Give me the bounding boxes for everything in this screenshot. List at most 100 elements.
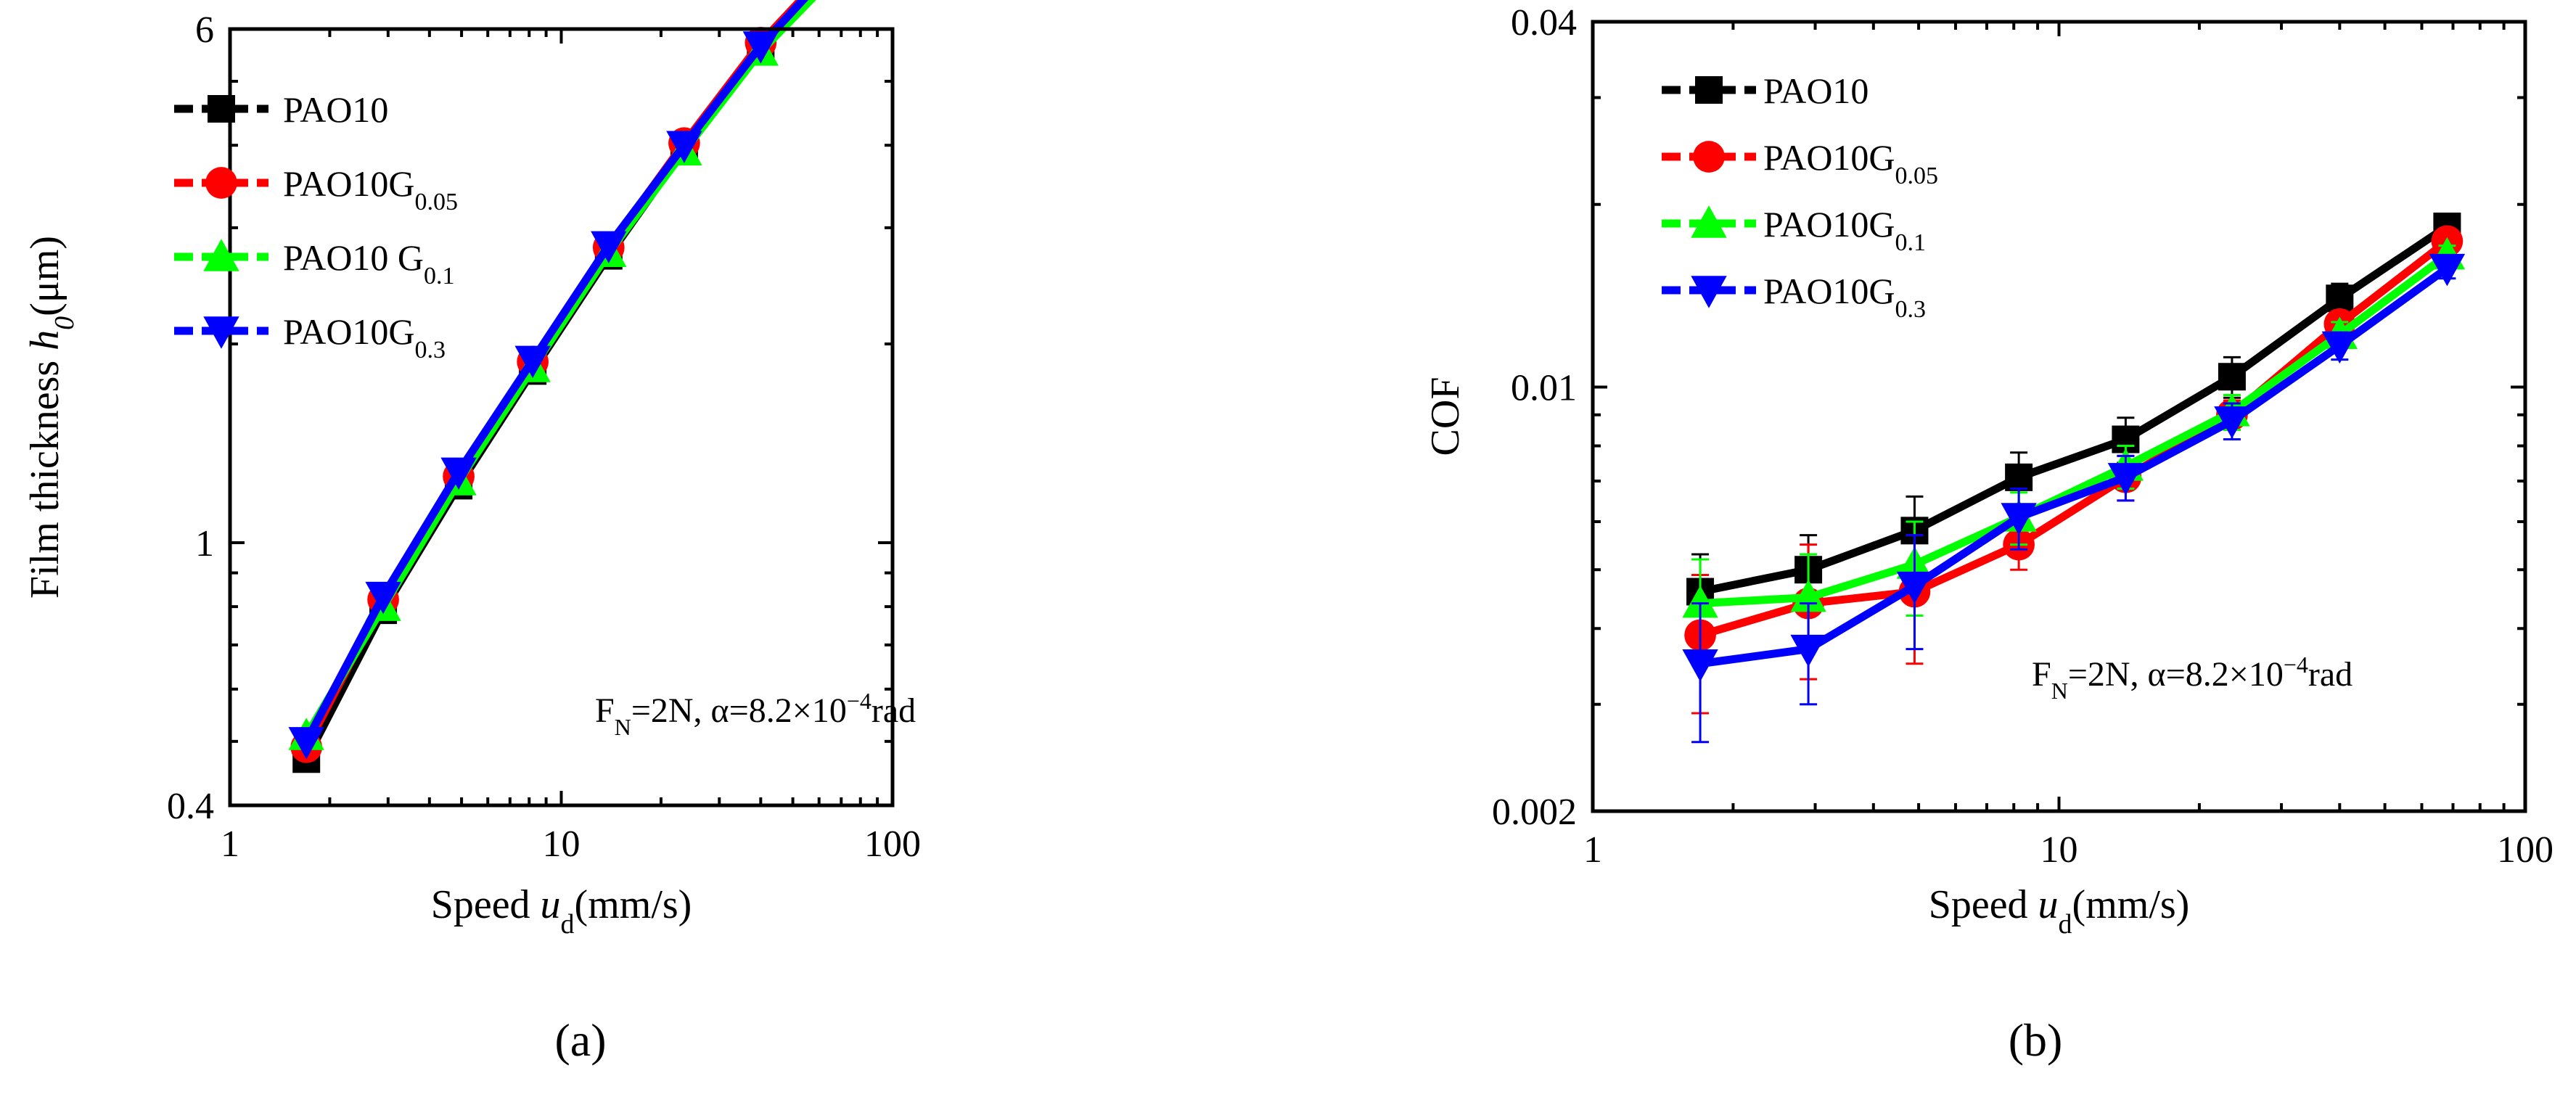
panel-a-y-tick-label: 0.4 [167, 786, 214, 827]
series-line-3 [303, 0, 809, 744]
panel-a-x-tick-label: 10 [543, 823, 581, 865]
annot-b: N [2051, 678, 2068, 704]
panel-b-legend-marks [1662, 76, 1756, 308]
legend-marker-0 [1695, 76, 1723, 104]
data-point-3 [514, 345, 551, 379]
legend-main: PAO10G [283, 163, 415, 204]
panel-a-y-axis-title: Film thickness h0(μm) [22, 236, 80, 599]
x-title-pre: Speed [1929, 882, 2038, 927]
series-line-2 [1699, 252, 2450, 608]
data-point-3 [1790, 634, 1826, 667]
panel-b-x-axis-title: Speed ud(mm/s) [1929, 882, 2190, 940]
panel-b-x-tick-label: 100 [2497, 829, 2554, 871]
panel-a-legend-label-2: PAO10 G0.1 [283, 237, 455, 289]
panel-b-x-tick-label: 1 [1583, 829, 1602, 871]
panel-b-y-tick-label: 0.04 [1511, 2, 1577, 44]
series-line-1 [1699, 237, 2450, 639]
legend-marker-2 [203, 239, 239, 271]
panel-a-x-tick-label: 1 [221, 823, 239, 865]
legend-sub: 0.05 [1895, 163, 1939, 189]
legend-main: PAO10 G [283, 237, 424, 278]
data-point-3 [1896, 571, 1933, 604]
data-point-3 [365, 581, 401, 615]
x-title-pre: Speed [431, 882, 541, 927]
panel-a-legend-label-3: PAO10G0.3 [283, 311, 446, 363]
panel-b-y-axis-title: COF [1423, 377, 1468, 456]
legend-marker-3 [1691, 276, 1727, 308]
x-title-post: (mm/s) [575, 882, 692, 927]
panel-a-plot-frame [228, 27, 895, 808]
panel-a-ticks [229, 28, 894, 807]
data-point-3 [2321, 331, 2358, 364]
legend-main: PAO10G [283, 311, 415, 352]
y-title-pre: Film thickness [22, 350, 67, 599]
panel-b-label: (b) [2009, 1014, 2063, 1066]
panel-a-legend: PAO10 PAO10G0.05 PAO10 G0.1 PAO10G0.3 [174, 89, 458, 363]
panel-b-legend-label-3: PAO10G0.3 [1763, 271, 1926, 323]
panel-a-label: (a) [554, 1014, 606, 1066]
legend-sub: 0.3 [1895, 296, 1927, 323]
panel-a-conditions-annotation: FN=2N, α=8.2×10−4rad [595, 688, 916, 740]
panel-a: 1 10 100 0.4 1 6 Speed ud(mm/s) Film thi… [22, 0, 921, 1066]
panel-a-y-tick-label: 6 [195, 9, 214, 51]
data-point-3 [2429, 253, 2466, 287]
y-title-var: h [22, 330, 67, 350]
legend-sub: 0.05 [415, 189, 459, 215]
panel-a-y-tick-label: 1 [195, 523, 214, 564]
data-point-3 [288, 727, 324, 760]
panel-b-series-layer [1682, 213, 2466, 744]
data-point-3 [666, 131, 702, 163]
panel-b: 1 10 100 0.002 0.01 0.04 Speed ud(mm/s) … [1423, 2, 2554, 1066]
data-point-3 [440, 457, 477, 490]
panel-b-legend-label-1: PAO10G0.05 [1763, 137, 1938, 189]
annot-d: −4 [2284, 652, 2308, 678]
panel-a-x-axis-title: Speed ud(mm/s) [431, 882, 692, 940]
x-title-post: (mm/s) [2072, 882, 2190, 927]
data-point-3 [742, 31, 779, 64]
data-point-0 [2218, 363, 2246, 391]
legend-marker-0 [208, 95, 235, 123]
series-line-0 [1699, 223, 2450, 596]
annot-c: =2N, α=8.2×10 [2068, 655, 2284, 694]
legend-sub: 0.1 [1895, 229, 1927, 256]
panel-b-conditions-annotation: FN=2N, α=8.2×10−4rad [2032, 652, 2353, 704]
panel-b-y-tick-label: 0.002 [1492, 792, 1577, 833]
panel-b-legend: PAO10 PAO10G0.05 PAO10G0.1 PAO10G0.3 [1662, 70, 1938, 323]
legend-marker-1 [1693, 141, 1725, 173]
legend-main: PAO10G [1763, 137, 1895, 178]
legend-main: PAO10G [1763, 271, 1895, 311]
series-line-3 [1699, 265, 2450, 668]
y-title-pre: COF [1423, 377, 1468, 456]
data-point-0 [2326, 284, 2354, 313]
data-point-2 [1682, 585, 1718, 618]
legend-marker-3 [203, 316, 239, 349]
x-title-var: u [2038, 882, 2059, 927]
panel-a-x-tick-label: 100 [864, 823, 921, 865]
annot-c: =2N, α=8.2×10 [631, 691, 847, 730]
annot-e: rad [2308, 655, 2353, 694]
panel-a-legend-marks [174, 95, 268, 349]
panel-label-text: (b) [2009, 1014, 2063, 1066]
panel-b-legend-label-0: PAO10 [1763, 70, 1869, 111]
panel-b-y-tick-label: 0.01 [1511, 367, 1577, 408]
panel-b-legend-label-2: PAO10G0.1 [1763, 204, 1926, 256]
annot-e: rad [871, 691, 916, 730]
y-title-post: (μm) [22, 236, 67, 316]
data-point-3 [2001, 503, 2037, 535]
legend-marker-1 [205, 167, 237, 199]
legend-marker-2 [1691, 205, 1727, 238]
x-title-sub: d [561, 909, 575, 940]
annot-a: F [595, 691, 615, 730]
x-title-var: u [541, 882, 561, 927]
annot-d: −4 [847, 688, 871, 714]
panel-a-legend-label-1: PAO10G0.05 [283, 163, 458, 215]
panel-b-x-tick-label: 10 [2040, 829, 2078, 871]
legend-main: PAO10 [1763, 70, 1869, 111]
annot-a: F [2032, 655, 2051, 694]
data-point-3 [2107, 463, 2144, 496]
legend-sub: 0.1 [424, 263, 455, 289]
y-title-sub: 0 [49, 316, 80, 330]
panel-label-text: (a) [554, 1014, 606, 1066]
